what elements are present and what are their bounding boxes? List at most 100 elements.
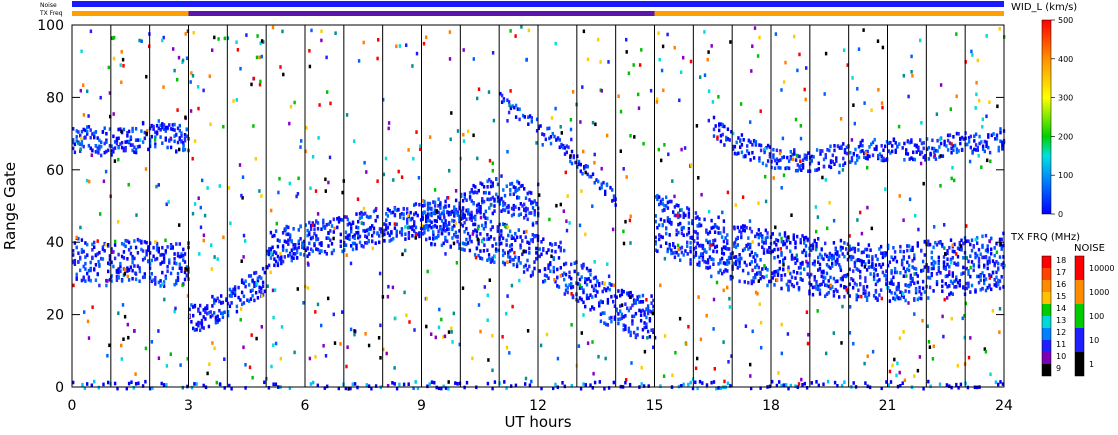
echo-point [628, 218, 632, 223]
echo-point [180, 266, 183, 270]
echo-point [598, 301, 601, 305]
echo-point [450, 326, 453, 331]
echo-point [346, 345, 349, 349]
echo-point [310, 28, 313, 33]
echo-point [831, 261, 834, 266]
echo-point [406, 219, 409, 224]
echo-point [385, 212, 388, 216]
echo-point [626, 291, 629, 296]
echo-point [647, 384, 650, 388]
echo-point [507, 233, 510, 238]
echo-point [768, 246, 771, 250]
echo-point [456, 239, 459, 244]
echo-point [747, 280, 750, 285]
echo-point [371, 246, 374, 251]
echo-point [796, 234, 799, 239]
echo-point [491, 168, 494, 173]
echo-point [304, 223, 307, 227]
echo-point [803, 241, 806, 245]
echo-point [729, 277, 732, 281]
echo-point [226, 301, 230, 306]
echo-point [143, 275, 146, 279]
echo-point [890, 271, 893, 275]
echo-point [747, 242, 750, 247]
width-colorbar-tick-label: 100 [1058, 171, 1073, 180]
echo-point [601, 300, 604, 304]
echo-point [316, 247, 320, 252]
echo-point [72, 259, 75, 264]
echo-point [134, 150, 138, 155]
echo-point [463, 248, 466, 252]
echo-point [138, 279, 141, 283]
echo-point [481, 197, 484, 201]
echo-point [603, 281, 606, 286]
echo-point [732, 147, 735, 151]
echo-point [908, 140, 911, 145]
echo-point [675, 250, 678, 255]
echo-point [928, 345, 932, 349]
echo-point [297, 245, 300, 250]
echo-point [831, 285, 834, 289]
echo-point [266, 284, 269, 288]
echo-point [811, 242, 815, 247]
echo-point [740, 150, 744, 155]
echo-point [93, 267, 96, 272]
echo-point [739, 145, 742, 149]
echo-point [872, 267, 876, 271]
echo-point [801, 162, 805, 167]
echo-point [100, 144, 103, 149]
echo-point [433, 204, 437, 208]
echo-point [185, 134, 188, 138]
echo-point [395, 208, 398, 213]
echo-point [171, 127, 174, 132]
echo-point [355, 243, 358, 248]
echo-point [859, 258, 862, 263]
echo-point [274, 382, 278, 387]
echo-point [339, 244, 342, 248]
echo-point [855, 293, 858, 297]
echo-point [96, 146, 99, 150]
echo-point [794, 240, 797, 244]
echo-point [803, 87, 806, 92]
echo-point [810, 154, 813, 159]
echo-point [833, 148, 836, 153]
echo-point [722, 229, 726, 234]
echo-point [932, 289, 935, 293]
echo-point [890, 278, 893, 282]
echo-point [466, 241, 470, 245]
echo-point [180, 254, 183, 259]
echo-point [112, 147, 115, 151]
echo-point [543, 267, 547, 272]
echo-point [666, 200, 670, 205]
echo-point [967, 259, 970, 264]
echo-point [249, 289, 253, 293]
echo-point [510, 243, 513, 247]
echo-point [949, 107, 952, 111]
echo-point [425, 324, 428, 329]
echo-point [119, 127, 122, 131]
echo-point [862, 291, 865, 295]
echo-point [476, 237, 479, 242]
echo-point [836, 257, 839, 262]
echo-point [727, 255, 731, 260]
echo-point [960, 247, 963, 252]
echo-point [439, 213, 442, 217]
echo-point [122, 242, 126, 247]
width-colorbar-tick-label: 200 [1058, 132, 1073, 141]
echo-point [530, 379, 533, 384]
echo-point [930, 256, 933, 260]
echo-point [83, 386, 87, 390]
echo-point [691, 221, 694, 226]
x-tick-label: 21 [879, 398, 897, 414]
echo-point [514, 103, 518, 108]
echo-point [696, 241, 699, 246]
echo-point [852, 285, 855, 290]
echo-point [850, 277, 853, 281]
echo-point [395, 386, 399, 391]
echo-point [147, 247, 150, 252]
echo-point [923, 240, 926, 244]
echo-point [126, 257, 129, 261]
echo-point [733, 261, 736, 266]
echo-point [254, 270, 258, 275]
echo-point [341, 190, 344, 195]
